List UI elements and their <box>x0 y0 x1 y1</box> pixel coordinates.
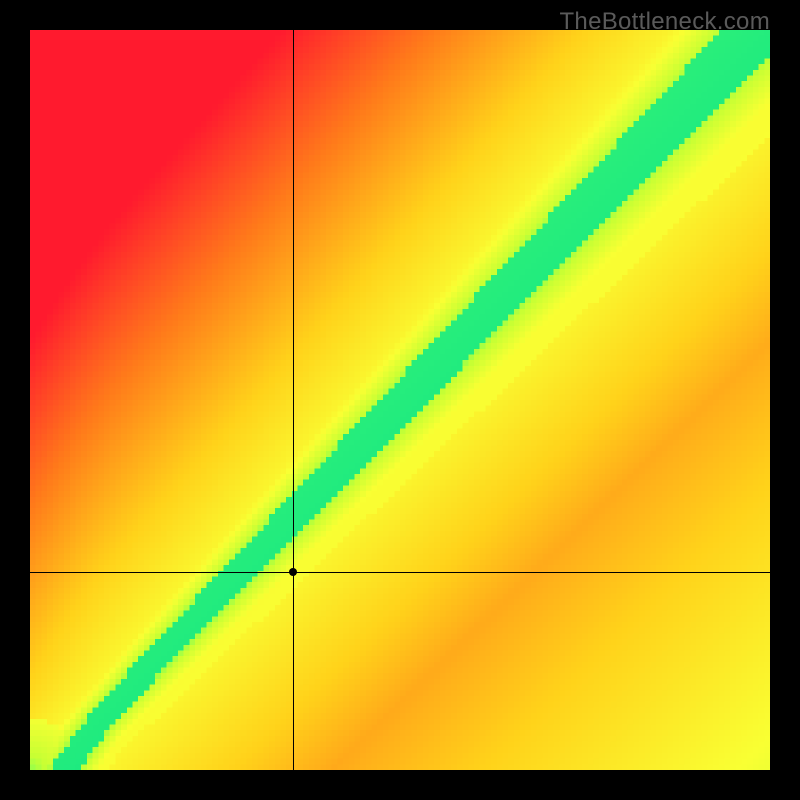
crosshair-vertical <box>293 30 294 770</box>
crosshair-horizontal <box>30 572 770 573</box>
watermark-text: TheBottleneck.com <box>559 8 770 36</box>
bottleneck-heatmap-canvas <box>30 30 770 770</box>
plot-area <box>30 30 770 770</box>
crosshair-marker <box>289 568 297 576</box>
